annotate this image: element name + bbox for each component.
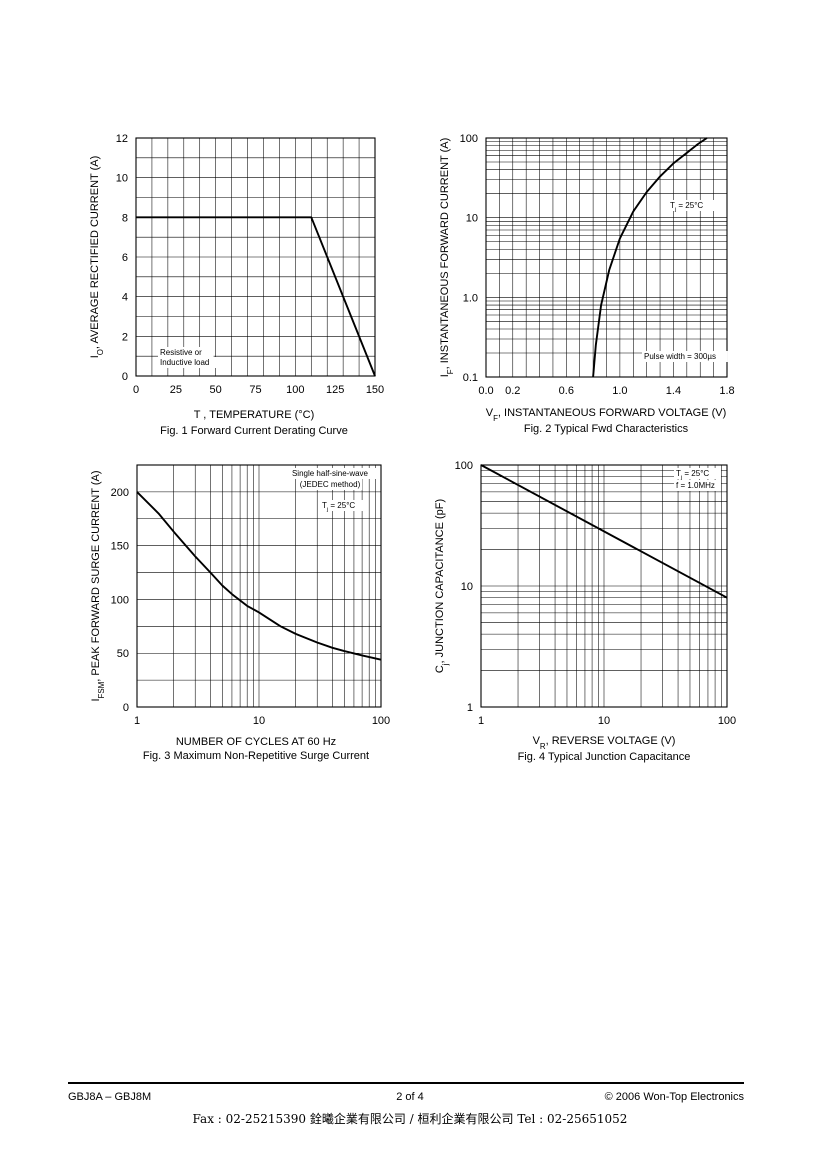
series-line — [136, 216, 376, 377]
annotation-background — [674, 480, 721, 491]
x-axis-title: NUMBER OF CYCLES AT 60 Hz — [176, 736, 336, 748]
x-axis-title: T , TEMPERATURE (°C) — [194, 409, 315, 421]
annotation-text: f = 1.0MHz — [676, 481, 715, 490]
x-tick-label: 100 — [718, 715, 736, 727]
x-tick-label: 0.2 — [505, 385, 520, 397]
x-tick-label: 10 — [598, 715, 610, 727]
annotation-background — [158, 357, 223, 368]
y-tick-label: 0.1 — [463, 372, 478, 384]
footer-part-number: GBJ8A – GBJ8M — [68, 1091, 152, 1103]
y-tick-label: 1.0 — [463, 292, 478, 304]
annotation-background — [320, 500, 367, 511]
annotation-background — [297, 479, 363, 490]
figure-caption: Fig. 2 Typical Fwd Characteristics — [524, 423, 689, 435]
y-tick-label: 50 — [117, 648, 129, 660]
chart-3: 1 10 100 0 50 100 150 200 Single half-sine-wave (… — [90, 464, 390, 762]
chart-1-grid — [135, 137, 376, 377]
y-tick-label: 100 — [111, 594, 129, 606]
plot-frame — [135, 137, 376, 377]
x-tick-label: 125 — [326, 384, 344, 396]
x-tick-label: 75 — [249, 384, 261, 396]
plot-frame — [136, 464, 382, 708]
x-tick-label: 50 — [210, 384, 222, 396]
annotation-background — [282, 468, 378, 479]
series-line — [592, 137, 708, 378]
figure-caption: Fig. 3 Maximum Non-Repetitive Surge Curr… — [143, 750, 369, 762]
plot-frame — [480, 464, 728, 708]
x-tick-label: 0.6 — [559, 385, 574, 397]
y-tick-label: 4 — [122, 292, 128, 304]
y-tick-label: 200 — [111, 487, 129, 499]
x-tick-label: 10 — [253, 715, 265, 727]
chart-4-grid — [480, 464, 728, 708]
y-tick-label: 2 — [122, 331, 128, 343]
x-tick-label: 0.0 — [478, 385, 493, 397]
y-axis-title: Cj, JUNCTION CAPACITANCE (pF) — [434, 499, 450, 673]
annotation-background — [668, 200, 715, 211]
x-axis-title: VF, INSTANTANEOUS FORWARD VOLTAGE (V) — [486, 407, 727, 423]
series-line — [480, 464, 728, 599]
annotation-background — [674, 468, 721, 479]
figure-caption: Fig. 1 Forward Current Derating Curve — [160, 425, 348, 437]
y-tick-label: 8 — [122, 212, 128, 224]
annotation-text: Inductive load — [160, 358, 209, 367]
annotation-background — [642, 351, 728, 362]
y-tick-label: 10 — [466, 213, 478, 225]
footer-divider — [68, 1082, 744, 1084]
chart-2-grid — [485, 137, 728, 378]
y-tick-label: 100 — [460, 133, 478, 145]
footer-page-number: 2 of 4 — [396, 1091, 424, 1103]
y-tick-label: 10 — [116, 173, 128, 185]
y-axis-title: IFSM, PEAK FORWARD SURGE CURRENT (A) — [90, 470, 106, 701]
chart-1: 0 25 50 75 100 125 150 0 2 4 6 8 10 12 Resistive orInd… — [89, 133, 384, 437]
y-tick-label: 10 — [461, 581, 473, 593]
figure-caption: Fig. 4 Typical Junction Capacitance — [518, 751, 691, 763]
annotation-text: Single half-sine-wave — [292, 469, 369, 478]
x-tick-label: 100 — [286, 384, 304, 396]
series-line — [136, 491, 382, 661]
footer-copyright: © 2006 Won-Top Electronics — [604, 1091, 744, 1103]
plot-frame — [485, 137, 728, 378]
annotation-text: (JEDEC method) — [300, 480, 361, 489]
x-tick-label: 1.8 — [719, 385, 734, 397]
footer-contact: Fax : 02-25215390 銓曦企業有限公司 / 桓利企業有限公司 Te… — [192, 1112, 628, 1126]
x-tick-label: 1 — [134, 715, 140, 727]
annotation-text: Pulse width = 300µs — [644, 352, 716, 361]
x-tick-label: 25 — [170, 384, 182, 396]
annotation-text: Resistive or — [160, 348, 202, 357]
y-tick-label: 0 — [122, 371, 128, 383]
x-tick-label: 1 — [478, 715, 484, 727]
x-tick-label: 1.4 — [666, 385, 681, 397]
x-tick-label: 150 — [366, 384, 384, 396]
y-tick-label: 150 — [111, 541, 129, 553]
y-tick-label: 6 — [122, 252, 128, 264]
y-axis-title: IF, INSTANTANEOUS FORWARD CURRENT (A) — [439, 138, 455, 378]
y-tick-label: 1 — [467, 702, 473, 714]
y-tick-label: 12 — [116, 133, 128, 145]
x-axis-title: VR, REVERSE VOLTAGE (V) — [533, 735, 676, 751]
y-axis-title: IO, AVERAGE RECTIFIED CURRENT (A) — [89, 156, 105, 359]
x-tick-label: 1.0 — [612, 385, 627, 397]
y-tick-label: 100 — [455, 460, 473, 472]
x-tick-label: 100 — [372, 715, 390, 727]
x-tick-label: 0 — [133, 384, 139, 396]
annotation-background — [158, 347, 214, 358]
y-tick-label: 0 — [123, 702, 129, 714]
